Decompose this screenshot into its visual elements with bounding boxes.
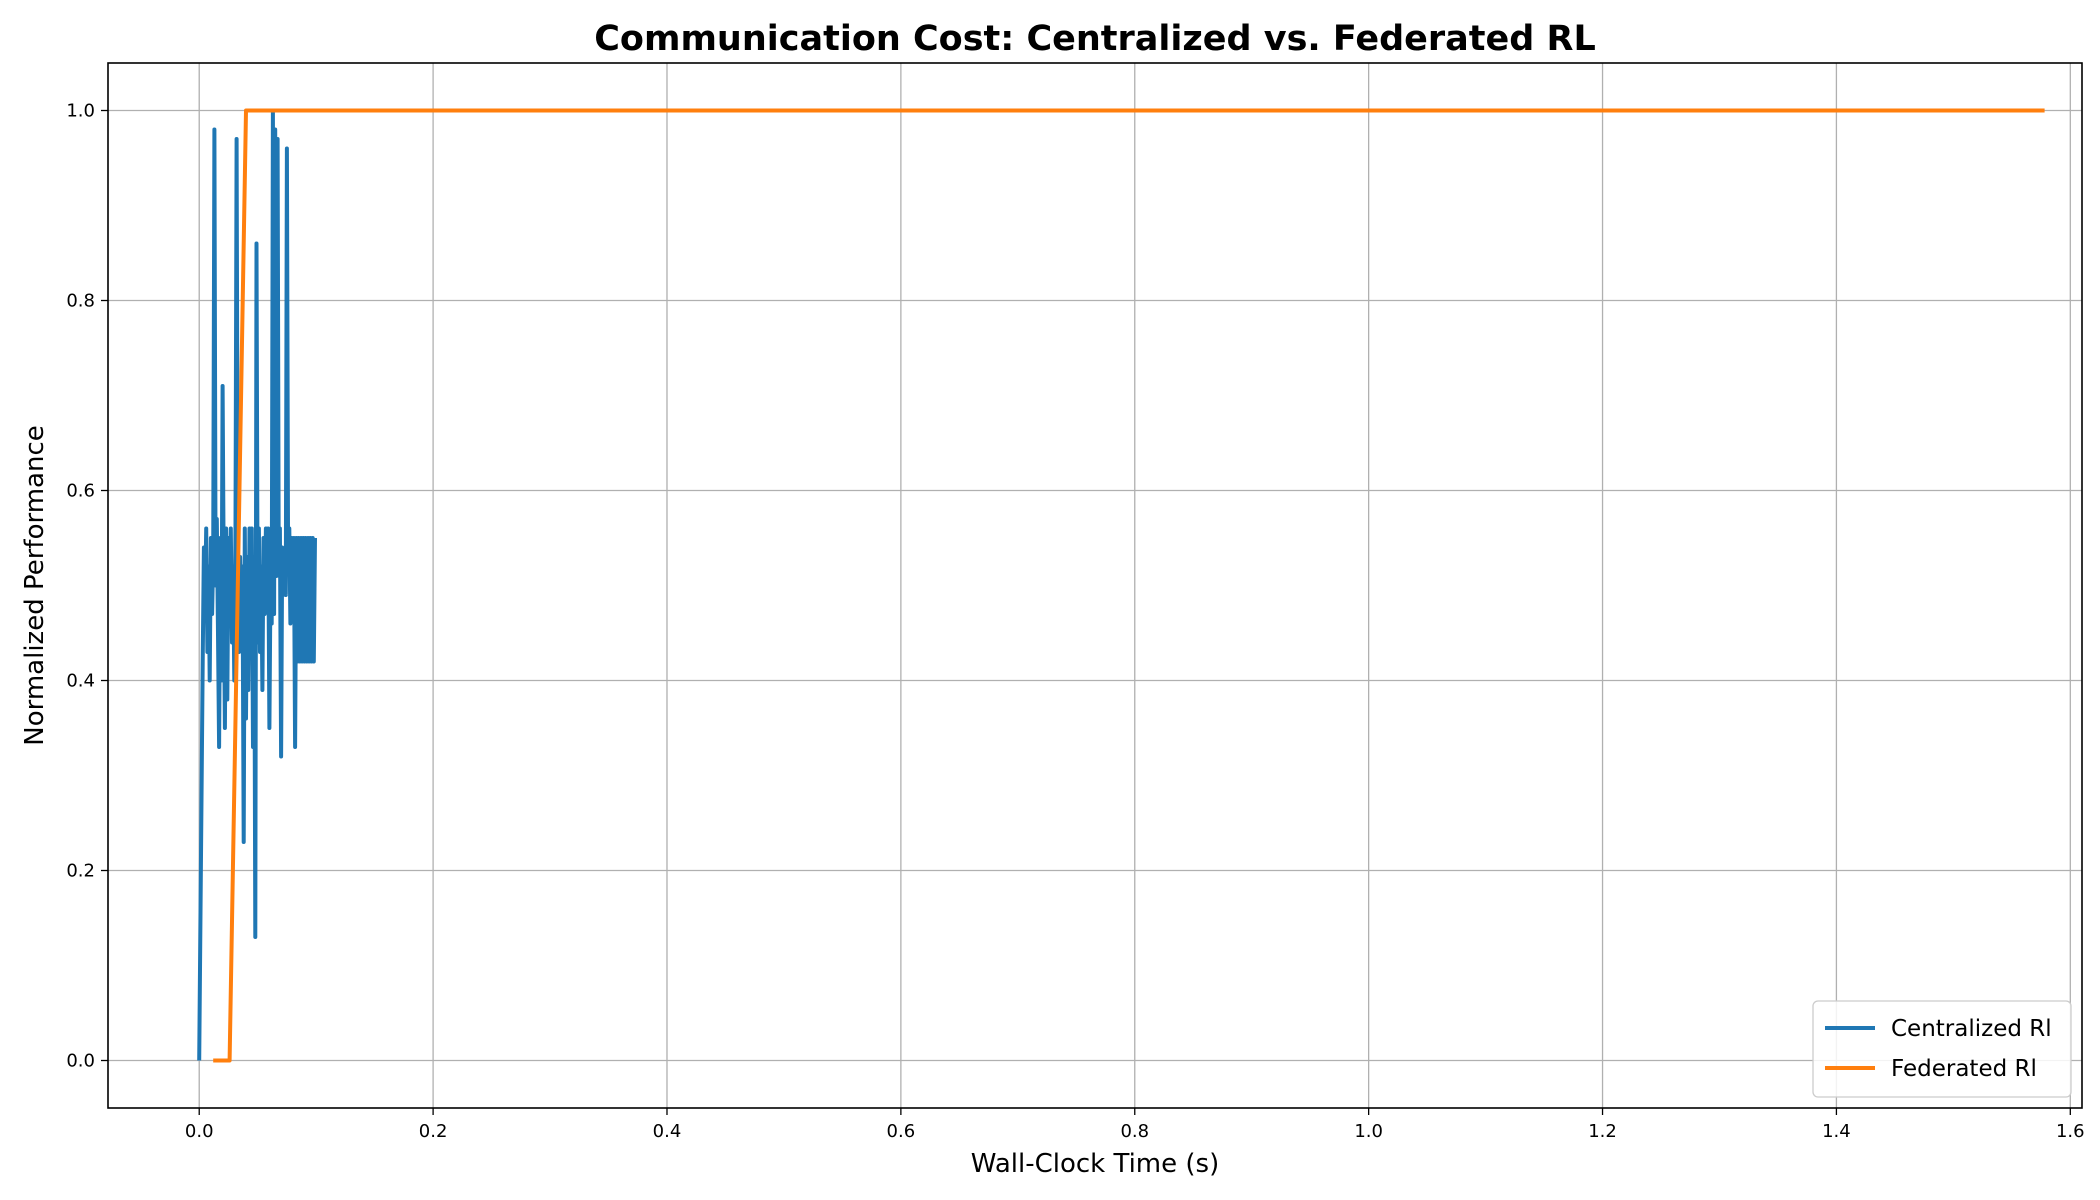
y-tick-label: 1.0 [66, 101, 95, 122]
x-tick-label: 0.4 [653, 1121, 682, 1142]
y-tick-label: 0.6 [66, 481, 95, 502]
x-tick-label: 1.0 [1354, 1121, 1383, 1142]
series-line-centralized [197, 108, 317, 1061]
legend-label: Centralized Rl [1891, 1016, 2052, 1042]
x-tick-label: 1.6 [2056, 1121, 2085, 1142]
y-tick-label: 0.8 [66, 291, 95, 312]
x-axis-label: Wall-Clock Time (s) [971, 1149, 1219, 1179]
y-tick-label: 0.4 [66, 671, 95, 692]
legend-label: Federated Rl [1891, 1056, 2037, 1082]
x-tick-label: 0.0 [185, 1121, 214, 1142]
y-tick-label: 0.0 [66, 1051, 95, 1072]
chart-title: Communication Cost: Centralized vs. Fede… [594, 19, 1596, 59]
x-tick-label: 0.8 [1120, 1121, 1149, 1142]
series-layer [197, 108, 2045, 1063]
x-tick-label: 0.6 [887, 1121, 916, 1142]
plot-frame [107, 62, 2083, 1109]
x-tick-label: 1.4 [1822, 1121, 1851, 1142]
legend: Centralized Rl Federated Rl [1812, 1000, 2072, 1098]
series-line-federated [213, 108, 2045, 1063]
x-tick-label: 1.2 [1588, 1121, 1617, 1142]
y-tick-label: 0.2 [66, 861, 95, 882]
axis-ticks: 0.0 0.2 0.4 0.6 0.8 1.0 1.2 1.4 1.6 0.0 0.2 0.4 0.6 0… [66, 101, 2084, 1143]
legend-box [1812, 1000, 2072, 1098]
x-tick-label: 0.2 [419, 1121, 448, 1142]
y-axis-label: Normalized Performance [20, 425, 50, 745]
